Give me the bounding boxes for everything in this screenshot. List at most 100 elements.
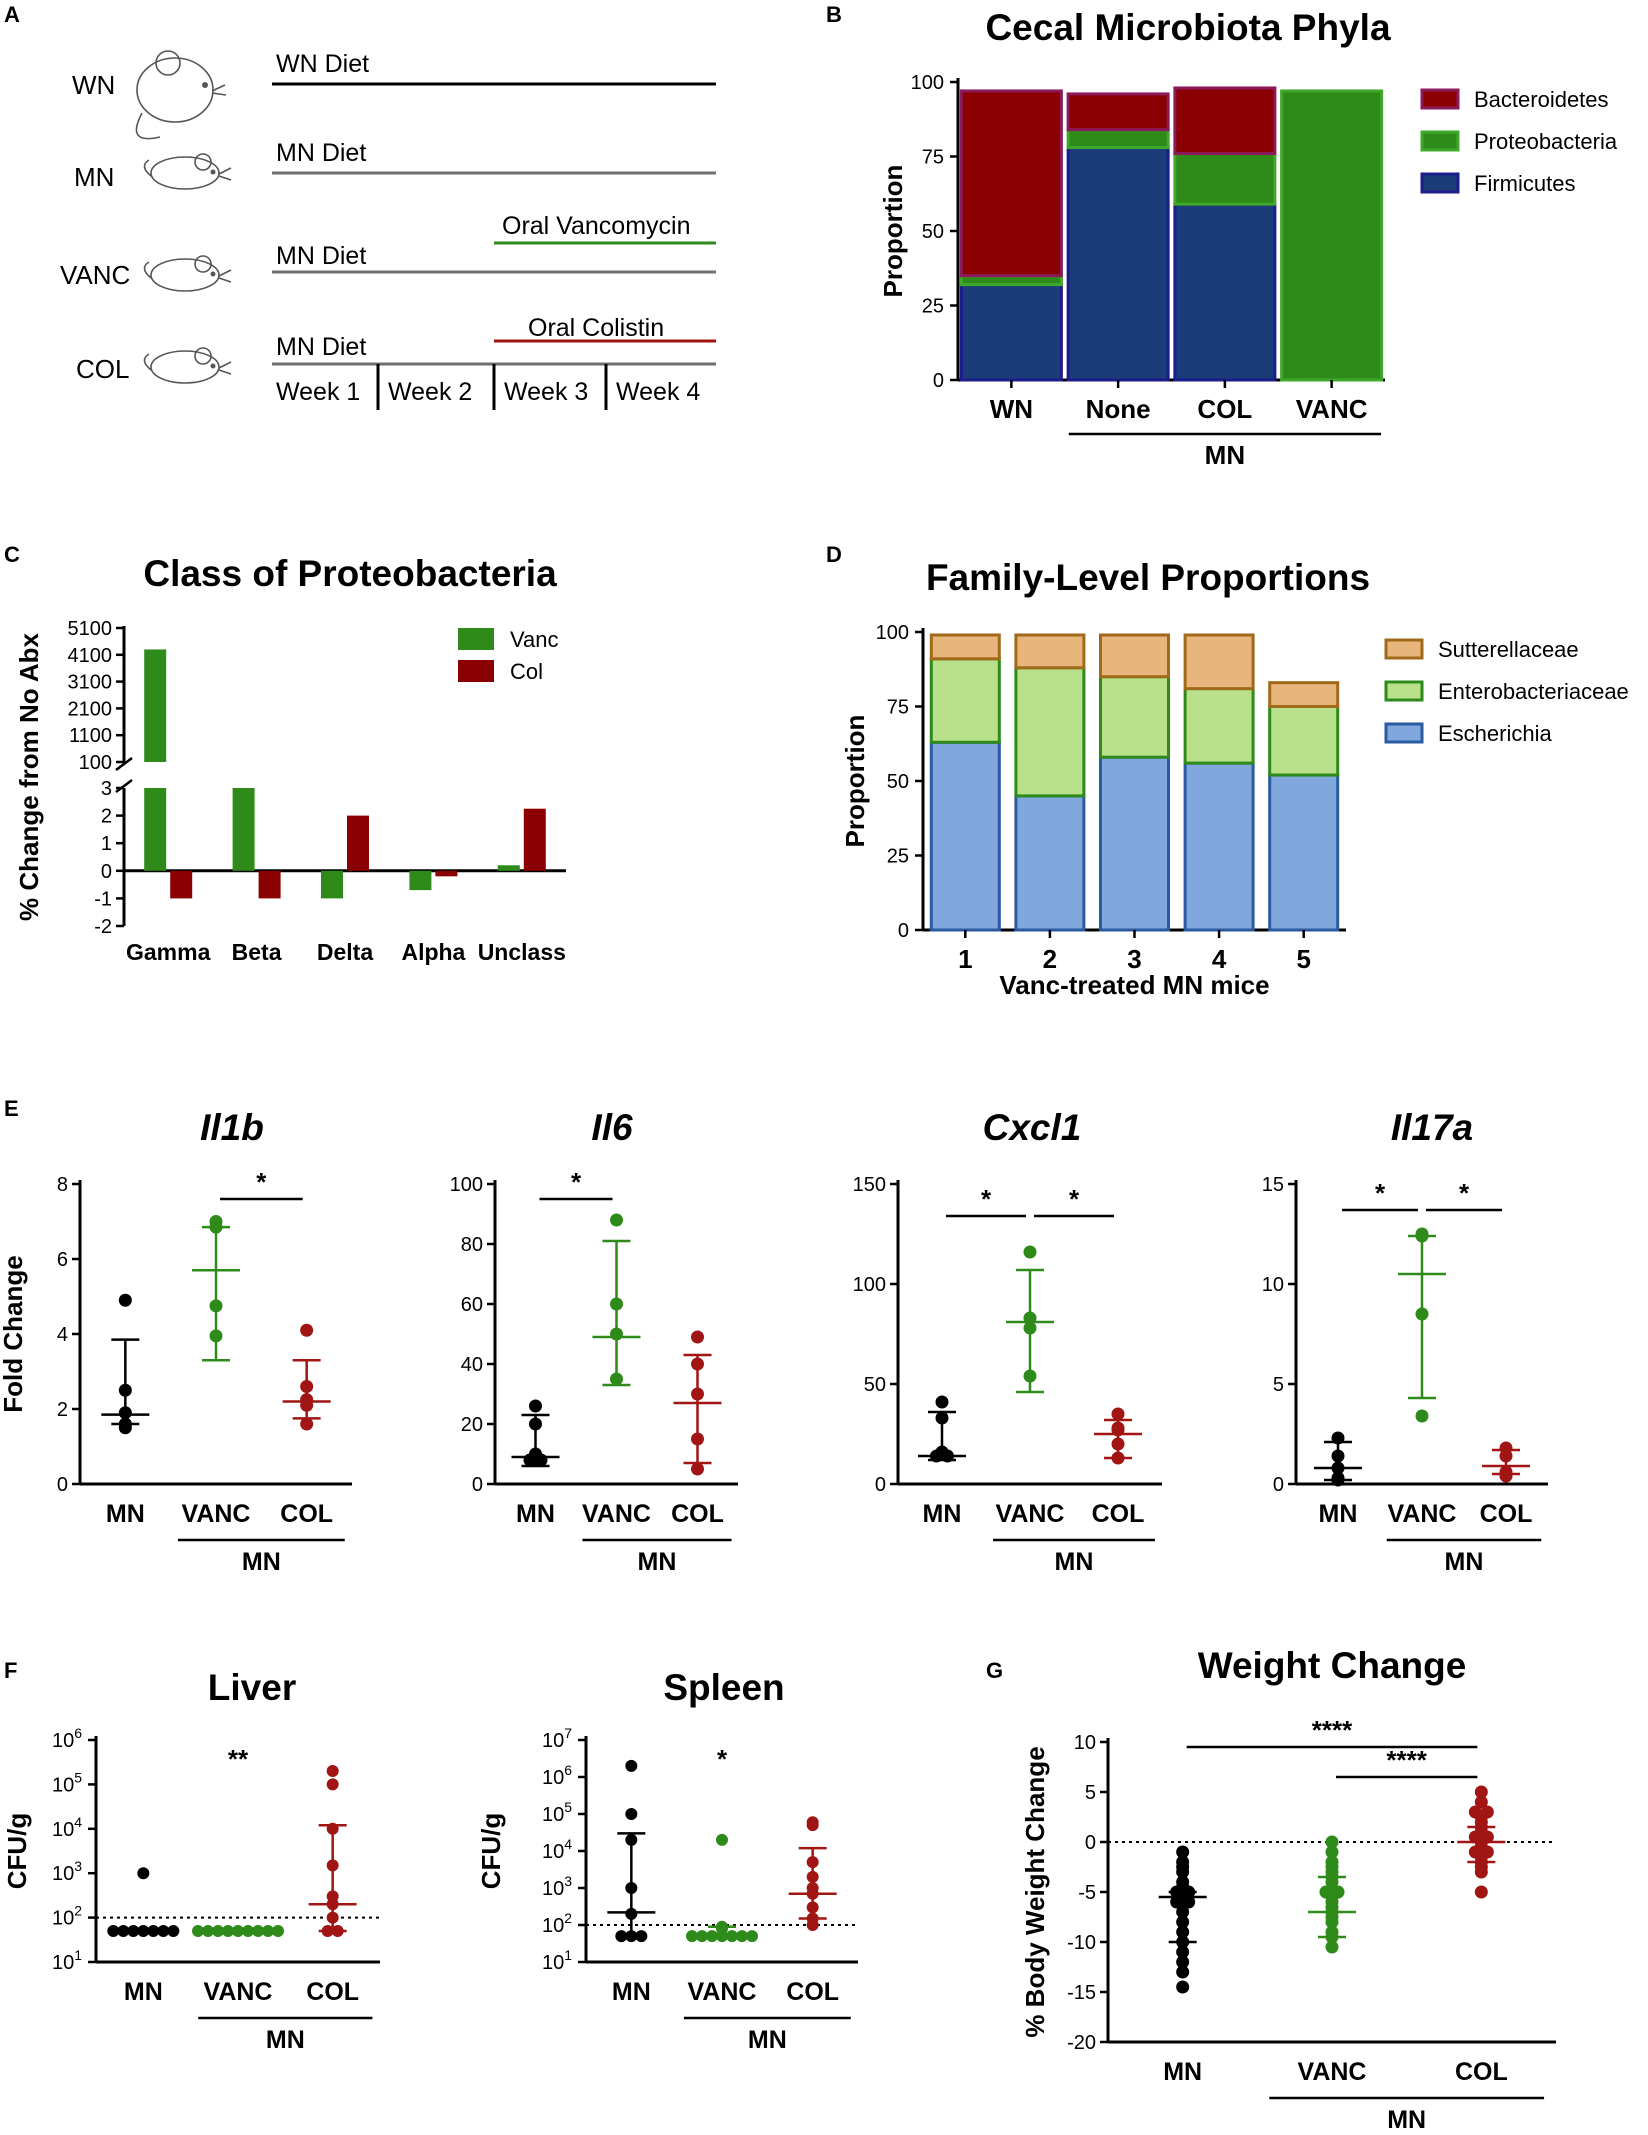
bar-segment	[1173, 86, 1277, 156]
data-point	[1415, 1409, 1429, 1423]
mouse-icon	[143, 347, 232, 384]
y-tick-label: 150	[853, 1174, 886, 1196]
data-point	[1474, 1795, 1488, 1809]
data-point	[935, 1395, 949, 1409]
significance-label: *	[1375, 1178, 1386, 1208]
y-tick-label: 15	[1262, 1174, 1284, 1196]
y-tick-label: 103	[52, 1858, 82, 1885]
y-axis-label: Proportion	[878, 165, 908, 298]
legend-swatch	[1384, 638, 1424, 660]
bar-segment	[1268, 773, 1340, 932]
x-tick-label: 1	[958, 944, 972, 974]
group-label: MN	[748, 2026, 787, 2054]
y-tick-label: 40	[461, 1354, 483, 1376]
week-label: Week 4	[616, 378, 700, 406]
chart-title: Cecal Microbiota Phyla	[985, 7, 1390, 48]
panel-label-d: D	[826, 542, 842, 567]
bar-segment	[1066, 92, 1170, 132]
bar-segment	[1280, 89, 1384, 382]
data-point	[1023, 1245, 1037, 1259]
data-point	[691, 1330, 704, 1344]
bar-segment	[1173, 152, 1277, 206]
y-tick-label: 0	[898, 920, 909, 942]
y-tick-label: 5	[1273, 1374, 1284, 1396]
legend-swatch	[458, 628, 494, 650]
y-tick-label: 4100	[68, 645, 113, 667]
significance-label: *	[1069, 1184, 1080, 1214]
significance-label: *	[1459, 1178, 1470, 1208]
x-tick-label: COL	[280, 1500, 333, 1528]
data-point	[1111, 1407, 1125, 1421]
data-point	[137, 1867, 150, 1880]
y-tick-label: 104	[52, 1814, 82, 1841]
data-point	[529, 1399, 542, 1413]
y-tick-label: 100	[450, 1174, 483, 1196]
x-tick-label: VANC	[204, 1978, 273, 2006]
y-tick-label: 75	[922, 147, 944, 169]
mouse-icon	[143, 153, 232, 190]
data-point	[625, 1808, 638, 1820]
group-label: MN	[1205, 440, 1245, 470]
bar-segment	[1014, 794, 1086, 932]
y-axis-label: CFU/g	[476, 1813, 506, 1890]
y-axis-label: % Body Weight Change	[1020, 1746, 1050, 2037]
y-tick-label: 6	[57, 1249, 68, 1271]
y-tick-label: 102	[542, 1910, 572, 1937]
data-point	[746, 1930, 758, 1943]
panel-label-b: B	[826, 2, 842, 27]
bar-segment	[1099, 675, 1170, 759]
bar-segment	[1183, 687, 1255, 765]
legend-swatch	[1384, 722, 1424, 744]
chart-title: Il6	[591, 1107, 633, 1148]
group-label: MN	[242, 1548, 281, 1576]
significance-label: ****	[1312, 1715, 1353, 1745]
x-tick-label: MN	[1163, 2058, 1202, 2086]
axis-break	[115, 757, 133, 771]
y-tick-label: 2100	[68, 698, 113, 720]
x-tick-label: MN	[923, 1500, 962, 1528]
legend-swatch	[1420, 172, 1460, 194]
chart-title: Il1b	[200, 1107, 264, 1148]
bar-segment	[1183, 761, 1255, 932]
bar-segment	[959, 283, 1063, 382]
panel-label-g: G	[986, 1658, 1003, 1683]
bar	[409, 870, 432, 891]
data-point	[806, 1819, 819, 1832]
data-point	[691, 1462, 704, 1476]
bar	[232, 788, 255, 871]
chart-title: Spleen	[663, 1667, 784, 1708]
y-tick-label: 25	[887, 846, 909, 868]
x-tick-label: COL	[1455, 2058, 1508, 2086]
y-tick-label: 50	[887, 771, 909, 793]
y-tick-label: 5	[1085, 1782, 1096, 1804]
y-tick-label: 50	[922, 221, 944, 243]
data-point	[1325, 1835, 1339, 1849]
group-label-vanc: VANC	[60, 260, 130, 290]
x-tick-label: COL	[1092, 1500, 1145, 1528]
diet-label-vanc: MN Diet	[276, 242, 366, 270]
panel-b-cecal-phyla-chart: Cecal Microbiota Phyla Proportion 0 25 50 75 1…	[878, 7, 1618, 470]
bar	[347, 815, 369, 871]
y-tick-label: 100	[853, 1274, 886, 1296]
x-tick-label: MN	[516, 1500, 555, 1528]
panel-f-cfu-charts: Liver CFU/g 101 102 103 104 105 106 MN VANC COL ** M…	[2, 1667, 858, 2054]
group-label: MN	[1387, 2106, 1426, 2134]
panel-label-a: A	[4, 2, 20, 27]
chart-title: Weight Change	[1198, 1645, 1467, 1686]
y-tick-label: 4	[57, 1324, 68, 1346]
data-point	[192, 1924, 204, 1937]
x-tick-label: MN	[124, 1978, 163, 2006]
data-point	[300, 1417, 314, 1431]
legend-label: Escherichia	[1438, 721, 1552, 746]
x-tick-label: COL	[671, 1500, 724, 1528]
y-tick-label: 0	[1085, 1832, 1096, 1854]
mouse-icon	[135, 50, 227, 140]
x-tick-label: Alpha	[401, 939, 465, 965]
diet-label-mn: MN Diet	[276, 139, 366, 167]
legend-swatch	[1420, 130, 1460, 152]
group-label-col: COL	[76, 354, 129, 384]
panel-c-proteobacteria-class-chart: Class of Proteobacteria % Change from No …	[14, 553, 566, 965]
bar	[144, 788, 167, 871]
data-point	[167, 1924, 180, 1937]
y-tick-label: -15	[1067, 1982, 1096, 2004]
